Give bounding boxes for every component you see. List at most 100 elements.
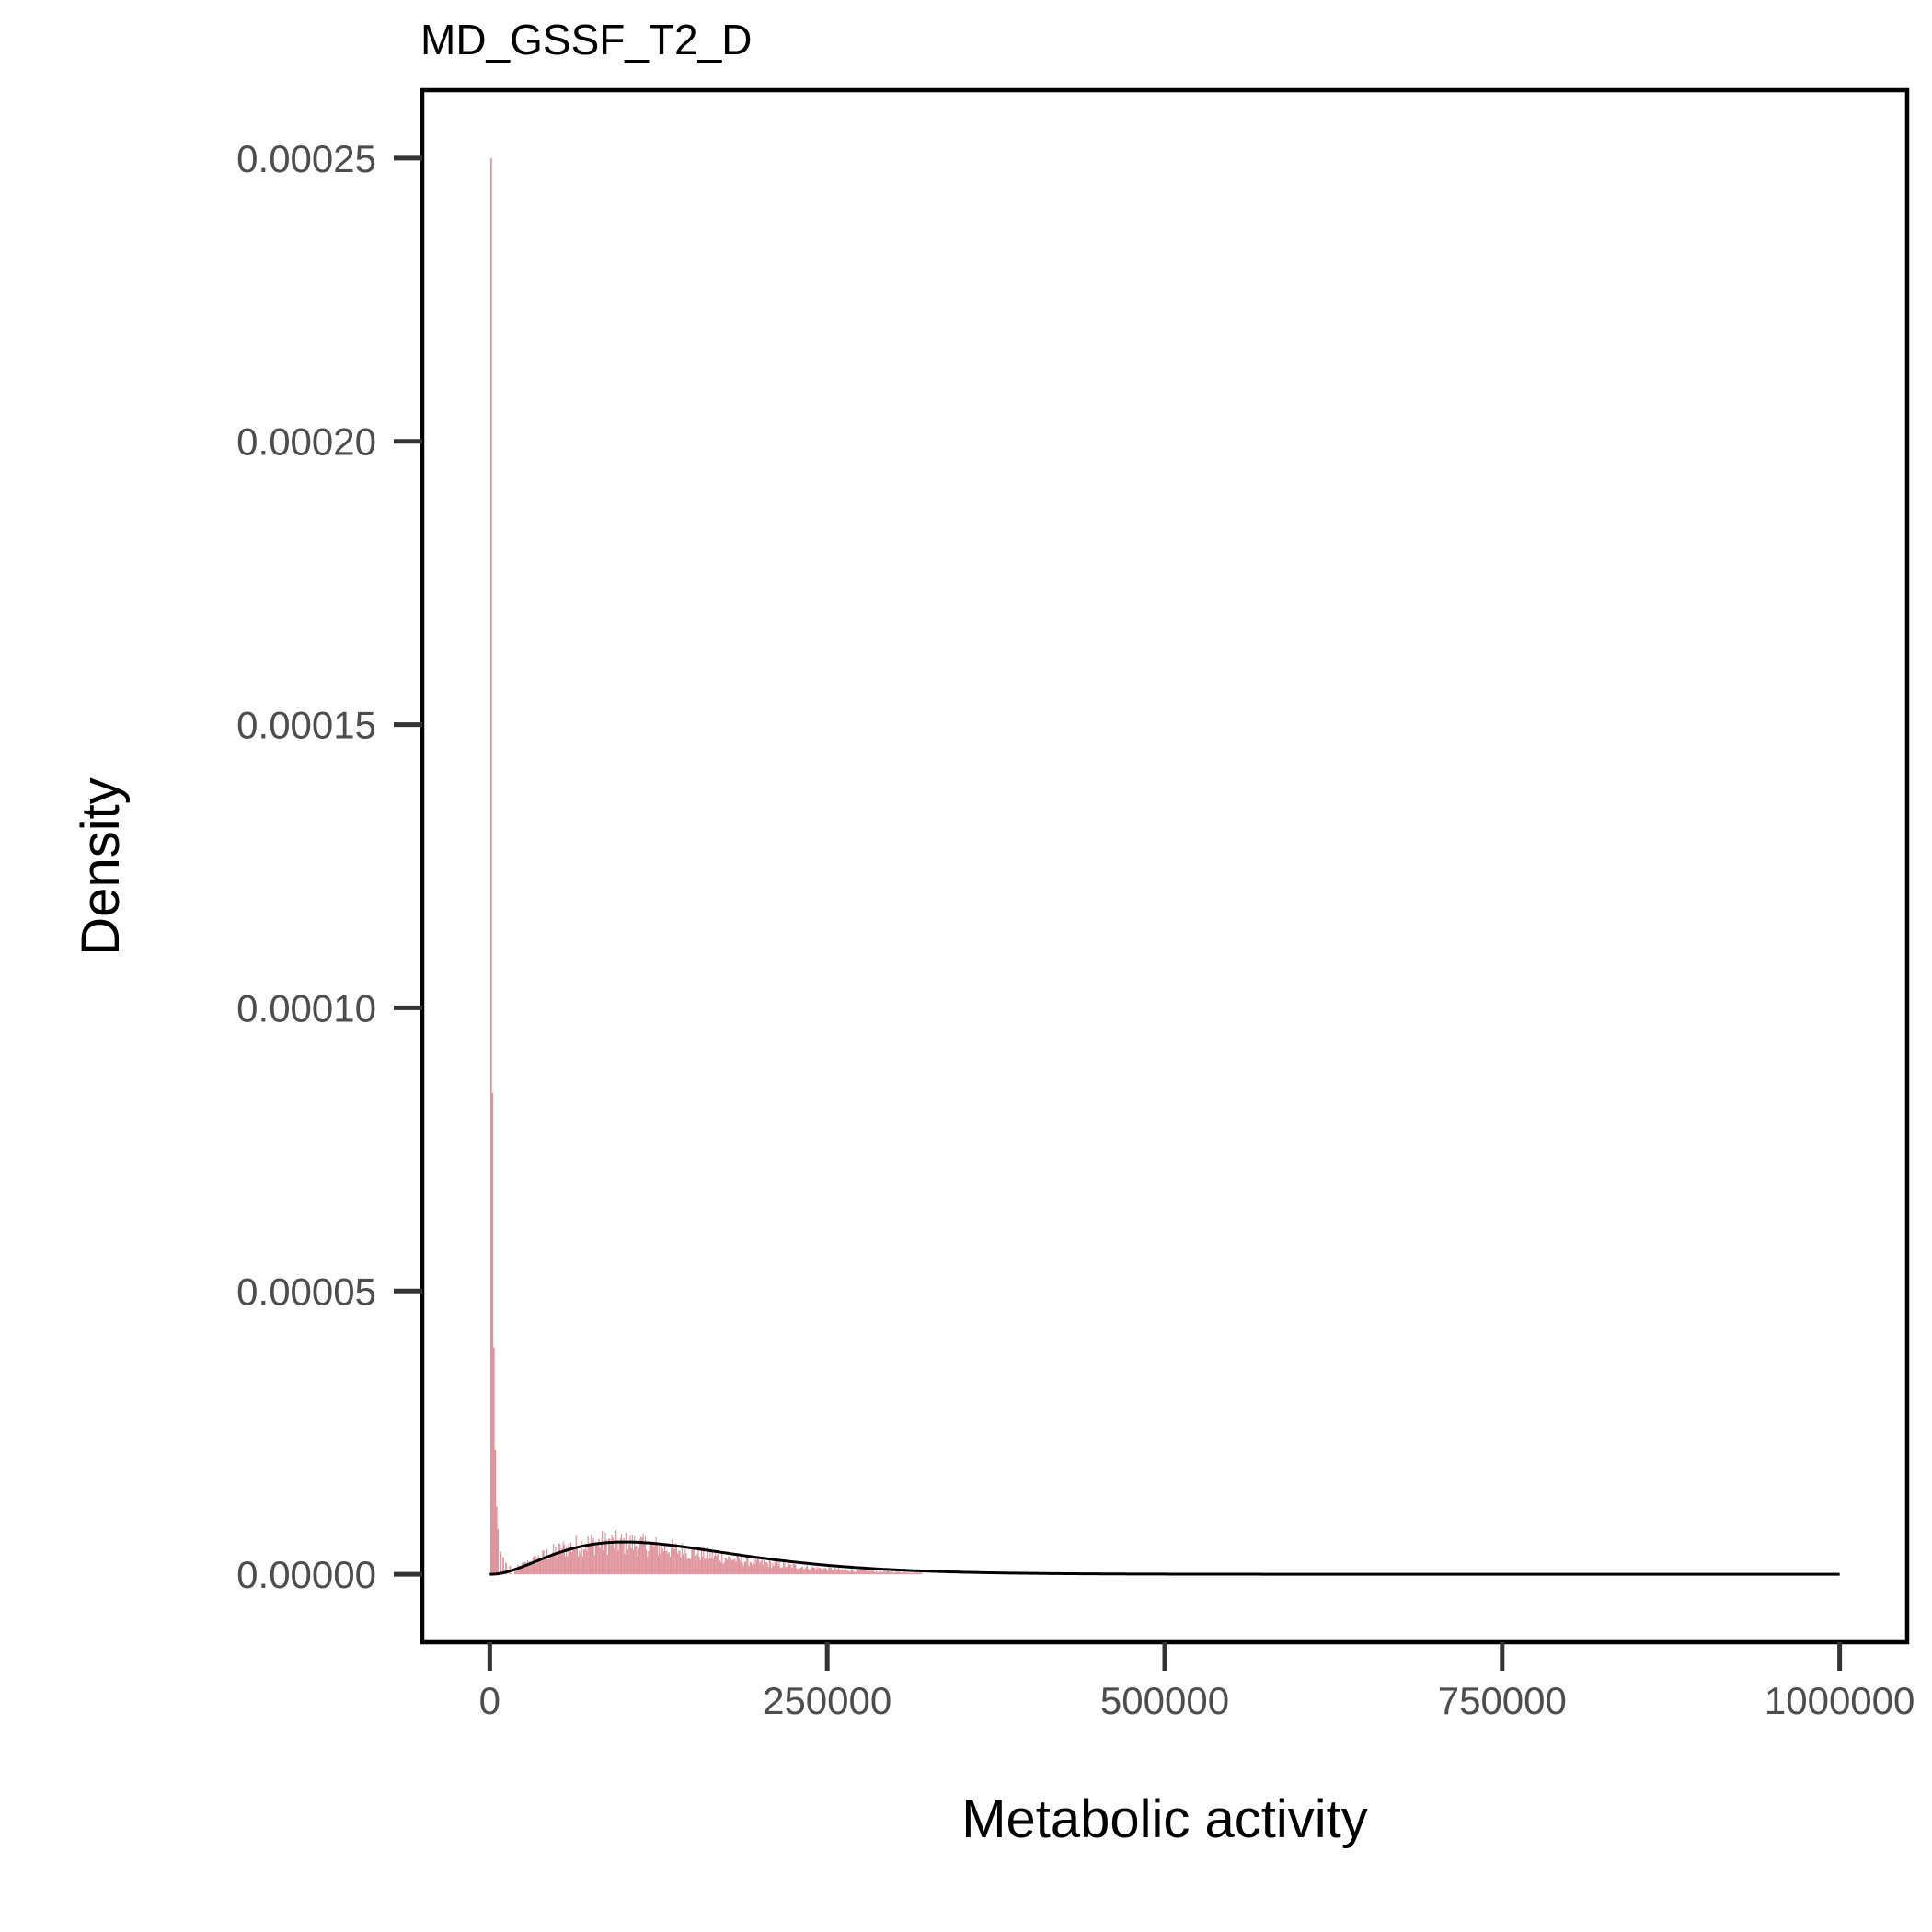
histogram-bar [572,1548,574,1575]
histogram-bar [690,1558,692,1575]
histogram-bar [587,1535,589,1575]
y-tick-label: 0.00015 [236,704,376,747]
histogram-bar [623,1537,625,1575]
density-curve [489,1540,1840,1576]
histogram-bar [810,1569,811,1575]
histogram-bar [768,1559,770,1575]
histogram-bar [668,1551,670,1575]
histogram-bar [852,1570,854,1575]
histogram-bar [622,1541,624,1575]
histogram-bar [744,1561,747,1575]
histogram-bar [670,1547,673,1575]
histogram-bar [794,1564,797,1575]
histogram-bar [638,1539,641,1575]
histogram-bar [883,1570,885,1575]
histogram-bar [911,1572,913,1575]
histogram-bar [580,1553,581,1575]
histogram-bar [921,1572,923,1575]
histogram-bar [788,1563,790,1575]
histogram-bar [758,1559,760,1575]
histogram-bar [615,1530,617,1575]
y-tick-label: 0.00000 [236,1553,376,1596]
histogram-bar [568,1543,569,1575]
histogram-bar [603,1549,604,1575]
histogram-bar [799,1567,802,1575]
histogram-bar [821,1569,822,1575]
histogram-bar [570,1551,573,1575]
histogram-bar [735,1561,737,1575]
histogram-bar [762,1564,764,1575]
histogram-bar [514,1569,517,1575]
histogram-bar [656,1542,658,1575]
histogram-bar [903,1571,905,1575]
histogram-bar [716,1556,718,1575]
histogram-bar [826,1569,828,1575]
histogram-bar [822,1568,824,1575]
histogram-bar [885,1570,887,1575]
histogram-bar [536,1558,538,1575]
histogram-bar [674,1543,676,1575]
histogram-bar [860,1570,862,1575]
histogram-bar [740,1560,742,1575]
histogram-bar [893,1572,896,1575]
histogram-bar [502,1557,504,1575]
histogram-bar [659,1545,661,1575]
histogram-bar [891,1570,893,1575]
histogram-bar [882,1572,884,1575]
histogram-bar [537,1555,539,1575]
histogram-bar [518,1565,520,1575]
histogram-bar [866,1570,868,1575]
histogram-bar [556,1556,558,1575]
histogram-bar [532,1557,534,1575]
histogram-bar [898,1571,900,1575]
histogram-bar [878,1571,880,1575]
histogram-bar [704,1558,706,1575]
histogram-bar [799,1568,800,1575]
histogram-bar [719,1561,722,1575]
histogram-bar [798,1569,799,1575]
histogram-bar [778,1561,780,1575]
histogram-bar [814,1567,816,1575]
histogram-bar [916,1571,918,1575]
histogram-bar [686,1558,688,1575]
histogram-bar [752,1564,753,1575]
histogram-bar [806,1565,809,1575]
histogram-bar [818,1567,820,1575]
histogram-bar [719,1559,720,1575]
histogram-bar [641,1537,643,1575]
histogram-bar [750,1562,753,1575]
histogram-bar [640,1536,642,1575]
histogram-bar [657,1555,660,1575]
histogram-bar [632,1550,635,1575]
histogram-bar [697,1546,699,1575]
histogram-bar [531,1564,533,1575]
histogram-bar [691,1547,693,1575]
histogram-bar [575,1535,577,1575]
x-tick-label: 750000 [1438,1679,1567,1722]
histogram-bar [693,1548,695,1575]
histogram-bar [613,1547,615,1575]
histogram-bar [513,1568,515,1575]
histogram-bar [865,1570,867,1575]
histogram-bar [655,1536,657,1575]
histogram-bar [790,1564,792,1575]
histogram-bar [731,1559,734,1575]
histogram-bar [772,1562,774,1575]
histogram-bar [520,1568,523,1575]
histogram-bar [710,1558,712,1575]
histogram-bar [805,1566,807,1575]
histogram-bar [542,1550,544,1575]
histogram-bar [591,1535,592,1575]
histogram-bar [743,1561,745,1575]
histogram-bar [699,1560,701,1575]
histogram-bar [854,1571,856,1575]
histogram-bar [675,1544,678,1575]
histogram-bar [642,1533,644,1575]
histogram-bar [839,1569,841,1575]
histogram-bar [564,1556,567,1575]
histogram-bar [672,1539,673,1575]
histogram-bar [650,1542,651,1575]
histogram-bar [830,1567,832,1575]
histogram-bar [573,1547,575,1575]
histogram-bar [619,1538,622,1575]
